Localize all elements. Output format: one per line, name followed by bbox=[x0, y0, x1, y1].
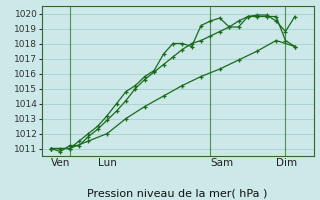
Text: Ven: Ven bbox=[51, 158, 70, 168]
Text: Pression niveau de la mer( hPa ): Pression niveau de la mer( hPa ) bbox=[87, 189, 268, 199]
Text: Sam: Sam bbox=[211, 158, 234, 168]
Text: Dim: Dim bbox=[276, 158, 297, 168]
Text: Lun: Lun bbox=[98, 158, 117, 168]
